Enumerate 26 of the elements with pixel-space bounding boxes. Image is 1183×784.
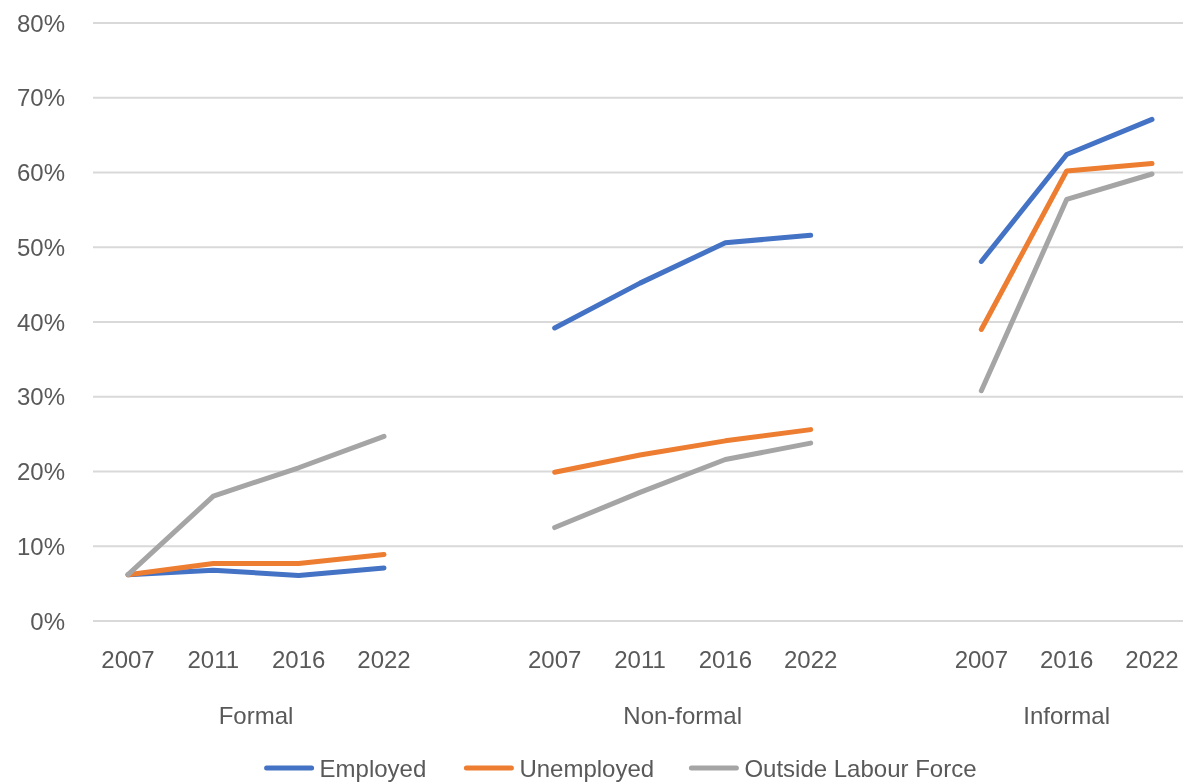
y-tick-label: 50% — [16, 233, 65, 261]
x-tick-label: 2022 — [1125, 645, 1179, 673]
x-tick-label: 2011 — [187, 645, 240, 673]
x-tick-label: 2007 — [954, 645, 1009, 673]
x-tick-label: 2022 — [357, 645, 411, 673]
y-tick-label: 10% — [16, 532, 65, 560]
y-tick-label: 20% — [16, 458, 65, 485]
legend-label: Unemployed — [519, 754, 655, 782]
y-tick-label: 30% — [16, 383, 65, 411]
x-tick-label: 2022 — [783, 645, 838, 673]
y-tick-label: 80% — [16, 9, 65, 37]
text: Formal — [218, 701, 294, 729]
text: Non-formal — [623, 701, 743, 729]
y-tick-label: 70% — [16, 84, 65, 112]
y-tick-label: 40% — [16, 308, 65, 336]
x-tick-label: 2011 — [614, 645, 666, 673]
legend-label: Employed — [319, 754, 427, 782]
x-tick-label: 2016 — [698, 645, 753, 673]
y-tick-label: 60% — [16, 159, 65, 186]
y-tick-label: 0% — [30, 607, 65, 635]
x-tick-label: 2016 — [271, 645, 326, 673]
x-tick-label: 2007 — [101, 645, 155, 673]
text: Informal — [1023, 701, 1111, 729]
x-tick-label: 2007 — [527, 645, 582, 673]
legend-label: Outside Labour Force — [744, 754, 977, 782]
x-tick-label: 2016 — [1039, 645, 1094, 673]
